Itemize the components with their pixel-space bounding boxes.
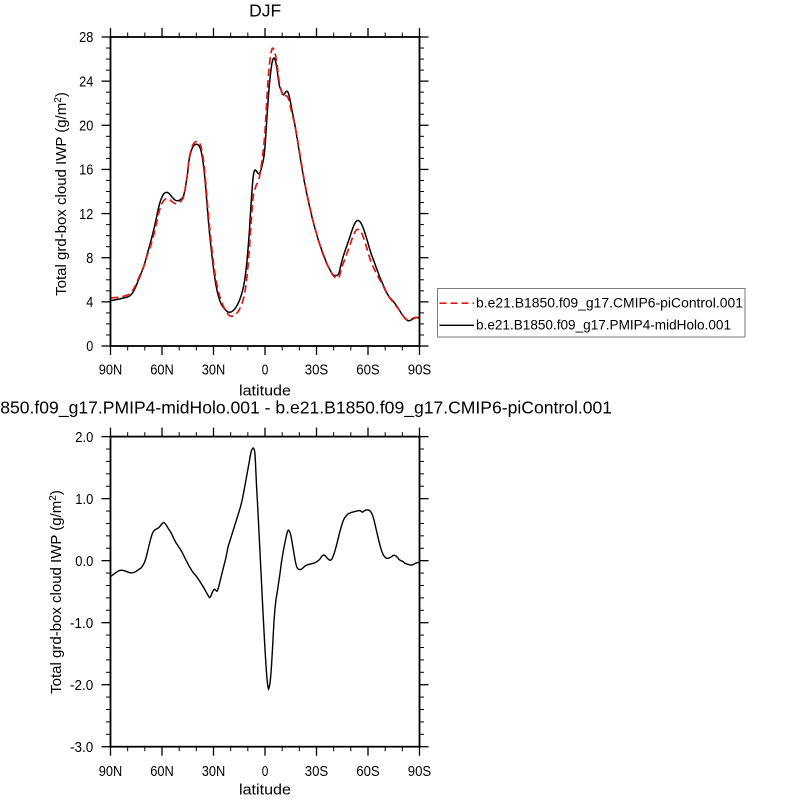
- svg-text:b.e21.B1850.f09_g17.PMIP4-midH: b.e21.B1850.f09_g17.PMIP4-midHolo.001: [476, 318, 731, 333]
- svg-text:16: 16: [79, 163, 93, 179]
- svg-text:20: 20: [79, 118, 93, 134]
- svg-text:24: 24: [79, 74, 93, 90]
- svg-text:90S: 90S: [408, 764, 432, 780]
- svg-text:90S: 90S: [408, 363, 432, 379]
- svg-text:90N: 90N: [99, 363, 123, 379]
- svg-text:0: 0: [262, 363, 269, 379]
- svg-text:Total grd-box cloud IWP (g/m2): Total grd-box cloud IWP (g/m2): [53, 92, 70, 296]
- svg-text:90N: 90N: [99, 764, 123, 780]
- svg-text:DJF: DJF: [249, 0, 281, 20]
- svg-text:0.0: 0.0: [75, 554, 93, 570]
- svg-text:-3.0: -3.0: [70, 740, 93, 756]
- svg-text:60N: 60N: [150, 363, 174, 379]
- svg-text:60S: 60S: [356, 363, 380, 379]
- svg-text:Total grd-box cloud IWP (g/m2): Total grd-box cloud IWP (g/m2): [48, 490, 65, 694]
- svg-text:12: 12: [79, 207, 93, 223]
- svg-text:8: 8: [86, 251, 93, 267]
- svg-text:30N: 30N: [202, 764, 226, 780]
- svg-text:60N: 60N: [150, 764, 174, 780]
- svg-text:30N: 30N: [202, 363, 226, 379]
- svg-text:0: 0: [262, 764, 269, 780]
- svg-text:60S: 60S: [356, 764, 380, 780]
- svg-text:b.e21.B1850.f09_g17.PMIP4-midH: b.e21.B1850.f09_g17.PMIP4-midHolo.001 - …: [0, 397, 612, 418]
- svg-text:-2.0: -2.0: [70, 678, 93, 694]
- svg-text:latitude: latitude: [239, 384, 291, 400]
- svg-text:-1.0: -1.0: [70, 616, 93, 632]
- svg-text:1.0: 1.0: [75, 492, 93, 508]
- svg-text:b.e21.B1850.f09_g17.CMIP6-piCo: b.e21.B1850.f09_g17.CMIP6-piControl.001: [476, 296, 743, 311]
- svg-text:latitude: latitude: [239, 783, 291, 799]
- svg-text:28: 28: [79, 30, 93, 46]
- svg-text:30S: 30S: [305, 363, 329, 379]
- svg-text:0: 0: [86, 339, 93, 355]
- svg-text:30S: 30S: [305, 764, 329, 780]
- svg-text:4: 4: [86, 295, 93, 311]
- svg-text:2.0: 2.0: [75, 430, 93, 446]
